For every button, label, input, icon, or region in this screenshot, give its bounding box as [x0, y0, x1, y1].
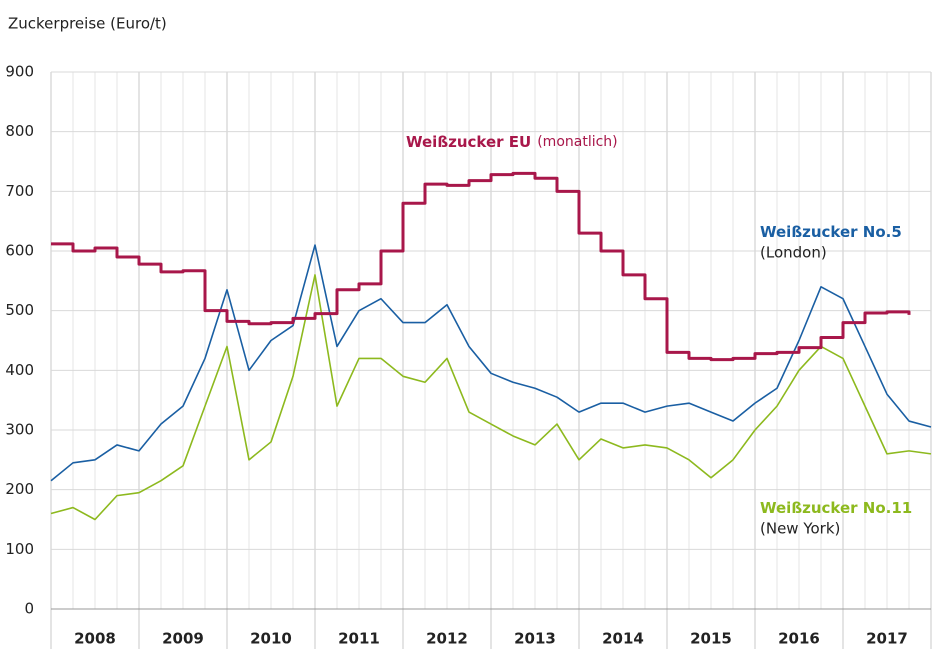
y-tick-label: 100 [5, 540, 34, 558]
y-tick-label: 900 [5, 63, 34, 81]
y-tick-label: 400 [5, 361, 34, 379]
series-label: Weißzucker No.5 [760, 223, 902, 241]
series-line [50, 274, 932, 521]
x-tick-label: 2008 [74, 630, 116, 648]
x-tick-label: 2013 [514, 630, 556, 648]
x-tick-label: 2010 [250, 630, 292, 648]
x-tick-label: 2011 [338, 630, 380, 648]
series-label: Weißzucker EU (monatlich) [406, 133, 618, 151]
x-tick-label: 2016 [778, 630, 820, 648]
x-tick-label: 2009 [162, 630, 204, 648]
y-tick-label: 800 [5, 122, 34, 140]
x-tick-label: 2017 [866, 630, 908, 648]
y-tick-label: 700 [5, 182, 34, 200]
x-tick-label: 2014 [602, 630, 644, 648]
y-tick-label: 600 [5, 242, 34, 260]
series-note: (monatlich) [537, 134, 617, 150]
y-tick-label: 300 [5, 421, 34, 439]
series-note: (London) [760, 244, 827, 262]
y-tick-label: 500 [5, 301, 34, 319]
y-tick-label: 200 [5, 480, 34, 498]
y-tick-label: 0 [24, 600, 34, 618]
x-tick-label: 2012 [426, 630, 468, 648]
series-name: Weißzucker No.11 [760, 499, 912, 517]
x-tick-label: 2015 [690, 630, 732, 648]
series-line [50, 244, 932, 482]
series-line [51, 171, 911, 362]
y-axis-title: Zuckerpreise (Euro/t) [8, 15, 167, 33]
series-label: Weißzucker No.11 [760, 499, 912, 517]
series-name: Weißzucker No.5 [760, 223, 902, 241]
series-name: Weißzucker EU [406, 133, 531, 151]
series-note: (New York) [760, 520, 840, 538]
